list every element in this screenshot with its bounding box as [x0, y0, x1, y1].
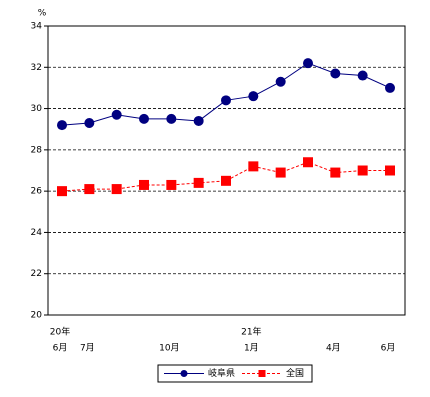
point [248, 161, 259, 172]
legend-box [157, 364, 313, 383]
y-tick-label: 22 [31, 269, 42, 279]
point [275, 167, 286, 178]
point [139, 179, 149, 190]
y-tick-label: 28 [31, 145, 43, 155]
x-tick-label: 6月 [381, 343, 396, 354]
point [385, 82, 395, 93]
x-year-label: 20年 [50, 326, 70, 338]
point [57, 186, 67, 197]
x-year-label: 21年 [241, 326, 261, 338]
point [111, 109, 122, 120]
y-tick-label: 32 [31, 63, 42, 73]
point [166, 179, 177, 190]
point [166, 113, 177, 124]
point [357, 165, 368, 176]
x-tick-label: 1月 [244, 343, 259, 354]
point [111, 184, 122, 195]
point [57, 120, 67, 131]
y-tick-label: 24 [31, 228, 43, 238]
point [303, 58, 313, 69]
point [221, 175, 231, 186]
x-tick-label: 7月 [80, 343, 95, 354]
y-tick-label: 34 [31, 22, 43, 32]
point [221, 95, 231, 106]
y-unit: % [38, 9, 47, 19]
point [303, 157, 313, 168]
legend-marker [180, 370, 188, 377]
point [193, 115, 204, 126]
point [84, 184, 95, 195]
series-line [61, 62, 391, 126]
point [275, 76, 286, 87]
point [248, 91, 259, 102]
point [193, 177, 204, 188]
point [84, 118, 95, 129]
y-tick-label: 26 [31, 187, 43, 197]
x-tick-label: 10月 [159, 343, 179, 354]
point [385, 165, 395, 176]
y-tick-label: 30 [31, 104, 43, 114]
point [357, 70, 368, 81]
legend-label: 岐阜県 [208, 367, 235, 379]
plot-border [47, 25, 406, 316]
x-tick-label: 4月 [326, 343, 341, 354]
point [330, 68, 341, 79]
y-tick-label: 20 [31, 311, 43, 321]
x-tick-label: 6月 [53, 343, 68, 354]
legend-marker [258, 370, 266, 377]
point [330, 167, 341, 178]
point [139, 113, 149, 124]
legend-label: 全国 [286, 367, 304, 379]
